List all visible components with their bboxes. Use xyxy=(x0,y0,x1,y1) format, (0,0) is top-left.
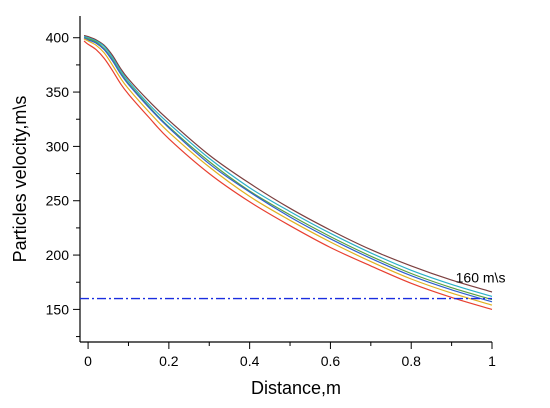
x-tick-label: 0 xyxy=(84,353,92,369)
reference-annotation: 160 m\s xyxy=(456,269,506,285)
x-axis-title: Distance,m xyxy=(251,378,341,398)
series-line xyxy=(83,38,493,306)
y-tick-label: 200 xyxy=(46,247,70,263)
x-tick-label: 0.8 xyxy=(401,353,421,369)
y-tick-label: 400 xyxy=(46,30,70,46)
x-tick-label: 1 xyxy=(488,353,496,369)
y-tick-label: 250 xyxy=(46,193,70,209)
series-lines xyxy=(83,34,493,310)
x-tick-label: 0.4 xyxy=(240,353,260,369)
series-line xyxy=(83,40,493,310)
series-line xyxy=(83,37,493,303)
series-line xyxy=(83,34,493,293)
y-tick-label: 350 xyxy=(46,84,70,100)
x-tick-label: 0.2 xyxy=(159,353,179,369)
y-axis-title: Particles velocity,m\s xyxy=(10,96,30,263)
y-tick-label: 150 xyxy=(46,301,70,317)
series-line xyxy=(83,37,493,301)
x-tick-label: 0.6 xyxy=(321,353,341,369)
y-tick-label: 300 xyxy=(46,138,70,154)
series-line xyxy=(83,36,493,297)
axis-ticks: 150 200 250 300 350 400 0 0.2 0.4 0.6 0.8 1 xyxy=(46,30,496,369)
